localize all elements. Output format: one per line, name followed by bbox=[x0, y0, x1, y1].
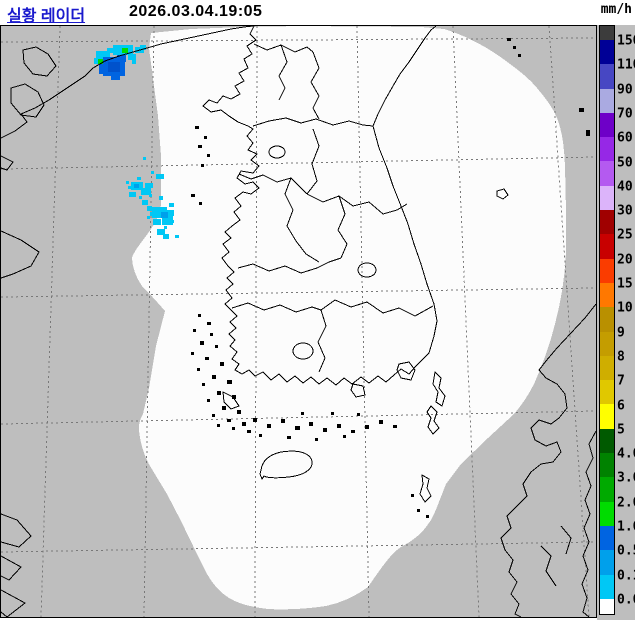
coast-tsushima bbox=[432, 371, 446, 407]
colorbar-label: 30 bbox=[617, 203, 633, 219]
colorbar-segment bbox=[600, 307, 614, 332]
colorbar-label: 20 bbox=[617, 252, 633, 268]
colorbar-segment bbox=[600, 137, 614, 162]
colorbar-segment bbox=[600, 550, 614, 575]
colorbar-segment bbox=[600, 64, 614, 89]
colorbar-segment bbox=[600, 355, 614, 381]
colorbar-segment bbox=[600, 501, 614, 526]
colorbar-segment bbox=[600, 525, 614, 551]
colorbar-label: 0.5 bbox=[617, 543, 635, 559]
colorbar-label: 15 bbox=[617, 276, 633, 292]
graticule bbox=[1, 26, 596, 617]
colorbar-segment bbox=[600, 112, 614, 138]
coast-jeju bbox=[259, 450, 313, 480]
colorbar-segment bbox=[600, 185, 614, 211]
colorbar-segment bbox=[600, 88, 614, 113]
colorbar-label: 25 bbox=[617, 227, 633, 243]
islands bbox=[191, 38, 590, 518]
coast-bohai bbox=[1, 230, 40, 279]
colorbar-segment bbox=[600, 234, 614, 259]
legend-panel: 150 110 90 70 60 50 40 30 25 20 15 10 9 8 7 6 5 4.0 3.0 2.0… bbox=[597, 25, 635, 620]
colorbar-label: 2.0 bbox=[617, 495, 635, 511]
colorbar-label: 9 bbox=[617, 325, 625, 341]
colorbar-label: 150 bbox=[617, 33, 635, 49]
colorbar-segment bbox=[600, 404, 614, 429]
colorbar-label: 110 bbox=[617, 57, 635, 73]
colorbar-segment bbox=[600, 331, 614, 356]
colorbar-label: 0.0 bbox=[617, 592, 635, 608]
coast-japan bbox=[500, 303, 596, 617]
page-title: 실황 레이더 bbox=[7, 8, 86, 25]
radar-coverage-area bbox=[132, 26, 566, 610]
colorbar-segment bbox=[600, 40, 614, 65]
colorbar-label: 1.0 bbox=[617, 519, 635, 535]
observation-timestamp: 2026.03.04.19:05 bbox=[129, 3, 263, 20]
colorbar-segment bbox=[600, 258, 614, 283]
colorbar-label: 10 bbox=[617, 300, 633, 316]
coast-korea bbox=[202, 26, 438, 386]
colorbar-label: 6 bbox=[617, 398, 625, 414]
colorbar-label: 7 bbox=[617, 373, 625, 389]
colorbar-label: 5 bbox=[617, 422, 625, 438]
colorbar-label: 50 bbox=[617, 155, 633, 171]
colorbar-segment bbox=[600, 574, 614, 599]
coast-shandong bbox=[1, 513, 32, 548]
precip-echo-yellow-sea bbox=[126, 157, 179, 239]
header-bar: 실황 레이더 2026.03.04.19:05 mm/h bbox=[0, 0, 635, 25]
colorbar-segment bbox=[600, 477, 614, 502]
colorbar-segment bbox=[600, 161, 614, 186]
province-boundaries bbox=[231, 43, 434, 373]
colorbar-label: 40 bbox=[617, 179, 633, 195]
radar-map bbox=[0, 25, 597, 618]
coast-iki bbox=[419, 474, 432, 503]
colorbar-segment bbox=[600, 380, 614, 405]
colorbar-label: 90 bbox=[617, 82, 633, 98]
colorbar-segment bbox=[600, 282, 614, 308]
coast-china-northwest bbox=[1, 26, 254, 139]
colorbar-label: 3.0 bbox=[617, 470, 635, 486]
colorbar bbox=[599, 25, 615, 615]
colorbar-label: 0.1 bbox=[617, 568, 635, 584]
unit-label: mm/h bbox=[600, 2, 632, 17]
colorbar-label: 60 bbox=[617, 130, 633, 146]
colorbar-label: 8 bbox=[617, 349, 625, 365]
colorbar-label: 70 bbox=[617, 106, 633, 122]
colorbar-segment bbox=[600, 453, 614, 478]
colorbar-label: 4.0 bbox=[617, 446, 635, 462]
large-islands bbox=[222, 361, 416, 410]
coastlines bbox=[1, 26, 596, 617]
colorbar-segment bbox=[600, 210, 614, 235]
radar-map-canvas bbox=[1, 26, 596, 617]
coast-ulleungdo bbox=[496, 188, 509, 200]
colorbar-segment bbox=[600, 598, 614, 614]
colorbar-segment bbox=[600, 26, 614, 40]
colorbar-segment bbox=[600, 428, 614, 454]
